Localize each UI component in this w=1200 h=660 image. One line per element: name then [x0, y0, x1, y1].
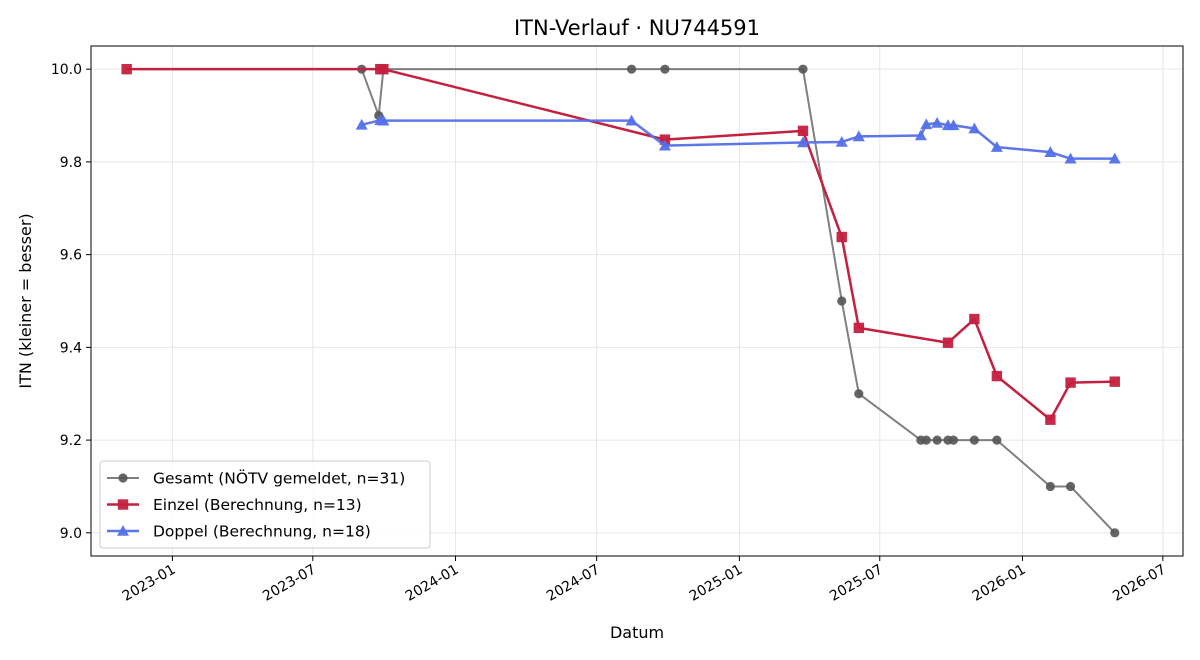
- y-tick-label: 9.0: [60, 526, 82, 542]
- data-point: [355, 118, 368, 130]
- data-point: [969, 435, 979, 445]
- y-axis-title: ITN (kleiner = besser): [16, 213, 35, 388]
- series-2: [355, 114, 1121, 164]
- data-point: [932, 435, 942, 445]
- data-point: [992, 435, 1002, 445]
- y-tick-label: 10.0: [51, 62, 82, 78]
- data-point: [626, 64, 637, 74]
- data-point: [1108, 152, 1121, 164]
- legend-label: Doppel (Berechnung, n=18): [153, 523, 371, 541]
- data-point: [625, 114, 638, 126]
- legend-marker: [117, 499, 129, 510]
- data-point: [931, 116, 944, 128]
- legend-item: Gesamt (NÖTV gemeldet, n=31): [107, 469, 405, 488]
- data-point: [969, 313, 980, 325]
- x-axis-title: Datum: [610, 623, 664, 642]
- data-point: [1110, 528, 1120, 538]
- y-tick-label: 9.6: [60, 248, 82, 264]
- data-point: [947, 119, 960, 131]
- series-layer: [121, 63, 1121, 538]
- data-point: [1065, 377, 1076, 388]
- data-point: [948, 435, 959, 445]
- data-point: [1065, 481, 1076, 492]
- legend-marker: [117, 525, 129, 536]
- data-point: [378, 63, 389, 75]
- data-point: [1044, 146, 1057, 157]
- data-point: [968, 122, 981, 134]
- data-point: [1109, 376, 1120, 387]
- data-point: [835, 135, 848, 147]
- data-point: [797, 125, 809, 137]
- legend-marker: [118, 473, 128, 483]
- chart-title: ITN-Verlauf · NU744591: [514, 16, 760, 40]
- data-point: [377, 114, 390, 126]
- legend-label: Gesamt (NÖTV gemeldet, n=31): [153, 469, 405, 488]
- legend-item: Einzel (Berechnung, n=13): [107, 496, 362, 514]
- data-point: [1045, 481, 1055, 492]
- data-point: [853, 322, 865, 334]
- data-point: [990, 141, 1003, 152]
- legend: Gesamt (NÖTV gemeldet, n=31) Einzel (Bere…: [99, 460, 431, 549]
- data-point: [942, 337, 954, 348]
- data-point: [836, 231, 847, 243]
- legend-label: Einzel (Berechnung, n=13): [153, 496, 362, 514]
- y-tick-label: 9.4: [60, 340, 82, 356]
- series-1: [121, 63, 1120, 425]
- data-point: [121, 63, 132, 75]
- data-point: [660, 64, 670, 74]
- data-point: [852, 130, 865, 142]
- series-line: [361, 118, 1115, 160]
- data-point: [798, 64, 808, 74]
- legend-item: Doppel (Berechnung, n=18): [107, 523, 371, 541]
- data-point: [796, 136, 809, 148]
- data-point: [1064, 152, 1077, 164]
- plot-frame: [90, 45, 1184, 557]
- data-point: [837, 296, 847, 306]
- legend-box: [99, 460, 431, 549]
- y-tick-label: 9.2: [60, 433, 82, 449]
- y-tick-label: 9.8: [60, 155, 82, 171]
- data-point: [914, 129, 927, 141]
- data-point: [658, 139, 671, 151]
- data-point: [920, 118, 933, 130]
- data-point: [991, 370, 1003, 382]
- data-point: [921, 435, 931, 445]
- data-point: [1045, 414, 1056, 425]
- data-point: [659, 134, 671, 145]
- data-point: [854, 389, 864, 399]
